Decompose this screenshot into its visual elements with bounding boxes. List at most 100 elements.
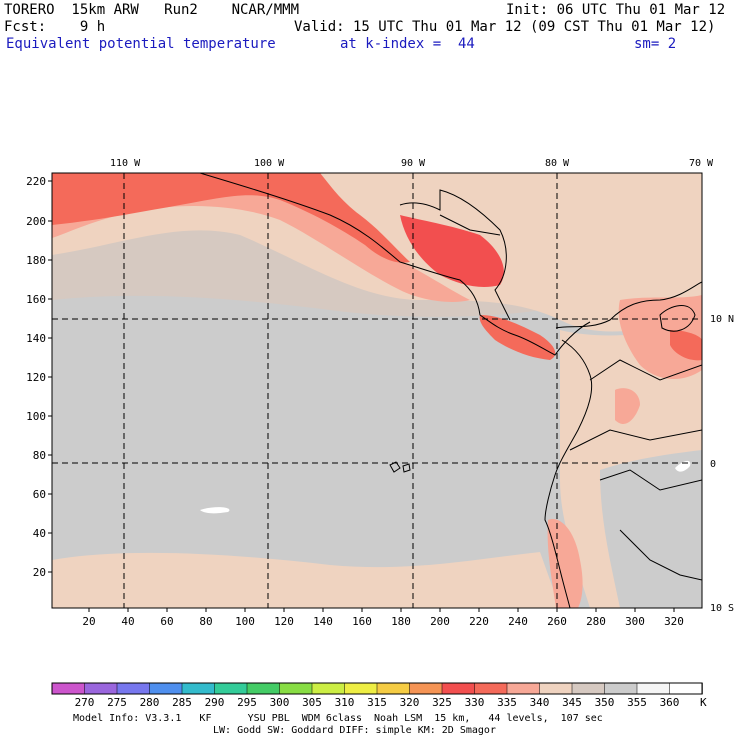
- x-tick: 20: [82, 615, 95, 628]
- colorbar-swatch: [409, 682, 443, 695]
- colorbar-label: 310: [335, 696, 355, 709]
- y-tick: 200: [26, 215, 46, 228]
- field-grey-band: [52, 290, 702, 608]
- lon-label: 80 W: [545, 158, 570, 169]
- colorbar-label: 345: [562, 696, 582, 709]
- colorbar-swatch: [539, 682, 573, 695]
- x-tick: 160: [352, 615, 372, 628]
- level-label: at k-index = 44: [340, 36, 475, 52]
- colorbar-swatch: [246, 682, 281, 695]
- colorbar-swatch: [344, 682, 378, 695]
- colorbar-swatch: [376, 682, 411, 695]
- y-tick-marks: [48, 180, 52, 573]
- colorbar-swatch: [669, 682, 703, 695]
- longitude-labels: 110 W 100 W 90 W 80 W 70 W: [110, 158, 714, 169]
- field-salmon-patch-1: [615, 388, 640, 425]
- field-salmon-coast: [547, 519, 583, 608]
- x-tick: 100: [235, 615, 255, 628]
- colorbar-labels: 270 275 280 285 290 295 300 305 310 315 320 325 330 3…: [75, 696, 680, 709]
- field-name: Equivalent potential temperature: [6, 36, 276, 52]
- ecuador-border: [569, 429, 702, 451]
- colorbar-label: 275: [107, 696, 127, 709]
- y-tick: 80: [33, 449, 46, 462]
- smoothing-label: sm= 2: [634, 36, 677, 52]
- colorbar-label: 360: [660, 696, 680, 709]
- x-tick: 280: [586, 615, 606, 628]
- colorbar-label: 330: [465, 696, 485, 709]
- caribbean-coast: [555, 281, 702, 329]
- colorbar-swatch: [116, 682, 151, 695]
- field-salmon-east: [618, 295, 702, 380]
- colorbar-swatch: [571, 682, 606, 695]
- colorbar-swatch: [474, 682, 508, 695]
- field-red-panama: [479, 315, 556, 360]
- central-america-atlantic-coast: [399, 189, 511, 321]
- field-tan-south: [52, 552, 560, 608]
- x-tick: 80: [199, 615, 212, 628]
- colorbar-label: 340: [530, 696, 550, 709]
- lon-label: 90 W: [401, 158, 426, 169]
- honduras-border: [439, 214, 501, 236]
- colorbar-label: 305: [302, 696, 322, 709]
- colorbar-swatch: [441, 682, 476, 695]
- x-tick: 200: [430, 615, 450, 628]
- lat-label: 10 S: [710, 603, 734, 614]
- valid-time: Valid: 15 UTC Thu 01 Mar 12 (09 CST Thu …: [294, 19, 716, 35]
- colorbar: [51, 682, 703, 695]
- x-tick: 260: [547, 615, 567, 628]
- lon-label: 110 W: [110, 158, 141, 169]
- theta-e-field: [52, 173, 702, 608]
- lake-maracaibo: [659, 305, 696, 332]
- colorbar-swatch: [181, 682, 216, 695]
- colorbar-swatch: [604, 682, 638, 695]
- model-title: TORERO 15km ARW Run2 NCAR/MMM: [4, 2, 300, 18]
- model-info: Model Info: V3.3.1 KF YSU PBL WDM 6class…: [73, 713, 603, 724]
- colorbar-label: 335: [497, 696, 517, 709]
- colorbar-label: 325: [432, 696, 452, 709]
- field-white-patch: [200, 507, 230, 514]
- latitude-labels: 10 N 0 10 S: [710, 314, 734, 614]
- colorbar-swatch: [506, 682, 541, 695]
- colorbar-swatch: [311, 682, 346, 695]
- init-time: Init: 06 UTC Thu 01 Mar 12: [506, 2, 726, 18]
- colorbar-swatch: [84, 682, 118, 695]
- colorbar-swatch: [279, 682, 313, 695]
- colorbar-label: 315: [367, 696, 387, 709]
- colorbar-swatch: [149, 682, 183, 695]
- y-tick: 100: [26, 410, 46, 423]
- colorbar-label: 350: [595, 696, 615, 709]
- peru-border-1: [599, 469, 702, 491]
- colorbar-label: 285: [172, 696, 192, 709]
- colorbar-unit: K: [700, 696, 707, 709]
- peru-border-2: [619, 529, 702, 581]
- field-red-east: [670, 330, 702, 361]
- field-red-centralamerica: [400, 215, 504, 287]
- colorbar-swatch: [636, 682, 671, 695]
- colombia-border: [589, 359, 702, 381]
- x-axis-ticks: 20 40 60 80 100 120 140 160 180 200 220 …: [82, 615, 684, 628]
- colorbar-label: 270: [75, 696, 95, 709]
- colorbar-label: 355: [627, 696, 647, 709]
- x-tick: 40: [121, 615, 134, 628]
- y-tick: 60: [33, 488, 46, 501]
- x-tick-marks: [88, 608, 675, 612]
- x-tick: 300: [625, 615, 645, 628]
- forecast-hour: Fcst: 9 h: [4, 19, 106, 35]
- y-tick: 180: [26, 254, 46, 267]
- x-tick: 140: [313, 615, 333, 628]
- field-white-patch-2: [675, 460, 691, 472]
- x-tick: 240: [508, 615, 528, 628]
- y-tick: 160: [26, 293, 46, 306]
- y-tick: 140: [26, 332, 46, 345]
- y-tick: 20: [33, 566, 46, 579]
- latlon-grid: [52, 173, 702, 608]
- coastlines: [199, 173, 702, 608]
- y-tick: 120: [26, 371, 46, 384]
- colorbar-label: 295: [237, 696, 257, 709]
- x-tick: 180: [391, 615, 411, 628]
- x-tick: 320: [664, 615, 684, 628]
- colorbar-swatch: [51, 682, 86, 695]
- central-america-pacific-coast: [199, 173, 591, 356]
- colorbar-label: 320: [400, 696, 420, 709]
